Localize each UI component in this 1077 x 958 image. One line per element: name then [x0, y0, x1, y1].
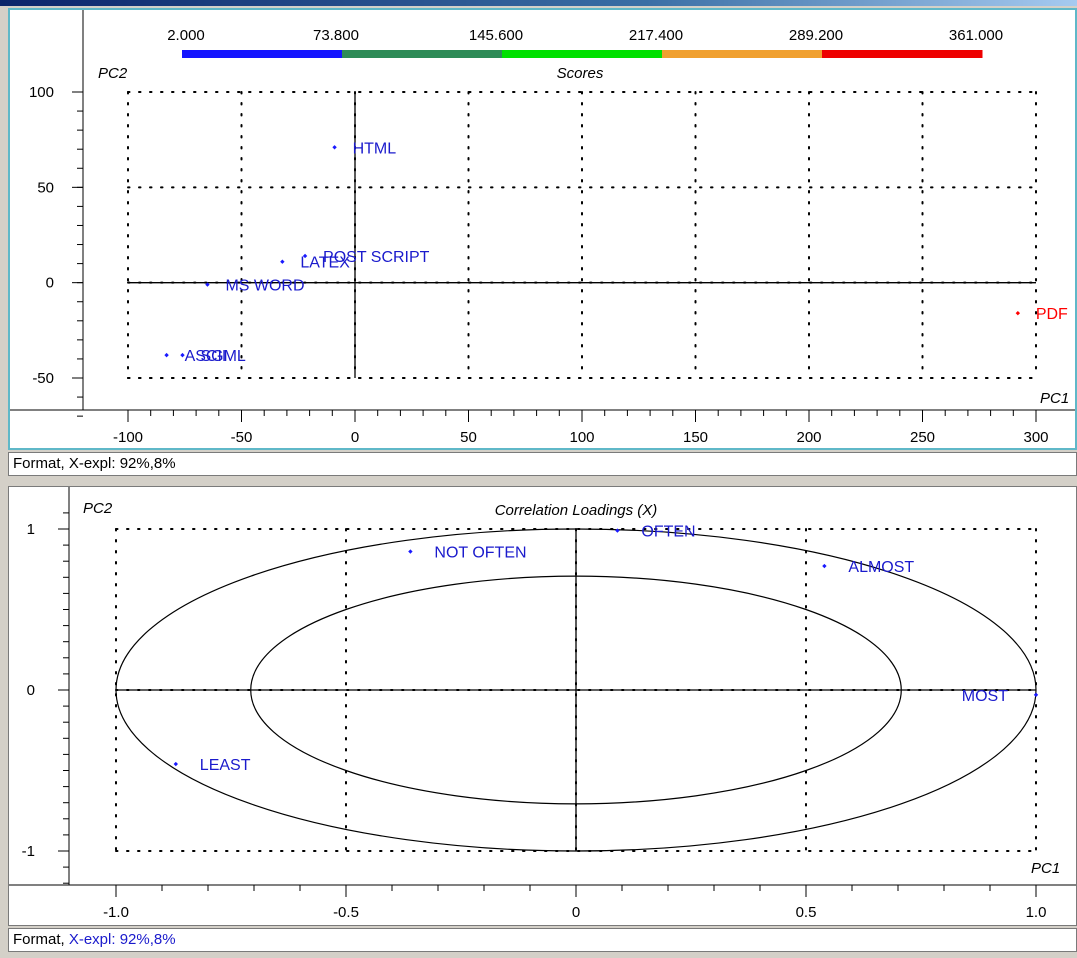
colorbar-tick-label: 217.400 [629, 27, 683, 44]
y-tick-label: 50 [37, 179, 54, 196]
y-tick-label: 1 [27, 521, 35, 538]
colorbar-tick-label: 145.600 [469, 27, 523, 44]
point-label: NOT OFTEN [434, 545, 526, 562]
data-point [205, 282, 210, 287]
status-value: X-expl: 92%,8% [68, 931, 176, 948]
x-tick-label: 150 [683, 429, 708, 446]
y-tick-label: 0 [46, 275, 54, 292]
data-point [173, 761, 178, 767]
data-point [408, 549, 413, 554]
data-point [302, 253, 308, 259]
data-point [822, 563, 827, 569]
point-label: ASCII [185, 348, 227, 365]
chart-title: Correlation Loadings (X) [495, 502, 658, 519]
x-axis-label: PC1 [1040, 390, 1069, 407]
x-axis-label: PC1 [1031, 860, 1060, 877]
point-label: SGML [200, 348, 245, 365]
status-prefix: Format, X-expl: [13, 455, 120, 472]
y-axis-label: PC2 [98, 65, 128, 82]
chart-title: Scores [557, 65, 604, 82]
colorbar-segment [822, 50, 983, 58]
loadings-status-bar: Format, X-expl: 92%,8% [8, 928, 1077, 952]
colorbar-segment [182, 50, 343, 58]
data-point [332, 145, 337, 150]
y-tick-label: -50 [32, 370, 54, 387]
point-label: POST SCRIPT [323, 249, 430, 266]
loadings-plot[interactable]: -1.0 -0.5 0 0.5 1.0 -1 0 1 Correlation Loadings … [9, 487, 1076, 925]
y-tick-label: 100 [29, 84, 54, 101]
x-tick-label: 0 [572, 904, 580, 921]
point-label: LATEX [300, 255, 350, 272]
colorbar-segment [342, 50, 503, 58]
y-tick-label: -1 [22, 843, 35, 860]
data-point [615, 528, 620, 533]
scores-plot-panel[interactable]: 2.000 73.800 145.600 217.400 289.200 361.000 -… [8, 8, 1077, 450]
point-label: PDF [1036, 306, 1068, 323]
y-axis-label: PC2 [83, 500, 113, 517]
point-label: MOST [962, 688, 1008, 705]
x-tick-label: -1.0 [103, 904, 129, 921]
colorbar-tick-label: 289.200 [789, 27, 843, 44]
x-tick-label: 100 [569, 429, 594, 446]
status-prefix: Format, [13, 931, 69, 948]
data-point [164, 352, 169, 358]
data-point [1033, 692, 1039, 698]
x-tick-label: -0.5 [333, 904, 359, 921]
colorbar-tick-label: 73.800 [313, 27, 359, 44]
data-point [1015, 310, 1021, 316]
x-tick-label: 0.5 [796, 904, 817, 921]
point-label: LEAST [200, 757, 251, 774]
x-tick-label: 200 [796, 429, 821, 446]
loadings-plot-panel[interactable]: -1.0 -0.5 0 0.5 1.0 -1 0 1 Correlation Loadings … [8, 486, 1077, 926]
scores-plot[interactable]: 2.000 73.800 145.600 217.400 289.200 361.000 -… [10, 10, 1075, 448]
data-point [180, 352, 185, 358]
x-tick-label: -100 [113, 429, 143, 446]
point-label: ALMOST [848, 559, 914, 576]
x-tick-label: 50 [460, 429, 477, 446]
x-tick-label: 250 [910, 429, 935, 446]
colorbar-segment [662, 50, 823, 58]
data-point [280, 259, 285, 264]
colorbar-tick-label: 2.000 [167, 27, 205, 44]
point-label: MS WORD [225, 278, 304, 295]
x-tick-label: 1.0 [1026, 904, 1047, 921]
colorbar-tick-label: 361.000 [949, 27, 1003, 44]
window-title-bar [0, 0, 1077, 6]
status-value: 92%,8% [119, 455, 176, 472]
x-tick-label: -50 [231, 429, 253, 446]
y-tick-label: 0 [27, 682, 35, 699]
x-tick-label: 300 [1023, 429, 1048, 446]
point-label: OFTEN [641, 524, 695, 541]
scores-status-bar: Format, X-expl: 92%,8% [8, 452, 1077, 476]
point-label: HTML [353, 140, 397, 157]
x-tick-label: 0 [351, 429, 359, 446]
colorbar-segment [502, 50, 663, 58]
